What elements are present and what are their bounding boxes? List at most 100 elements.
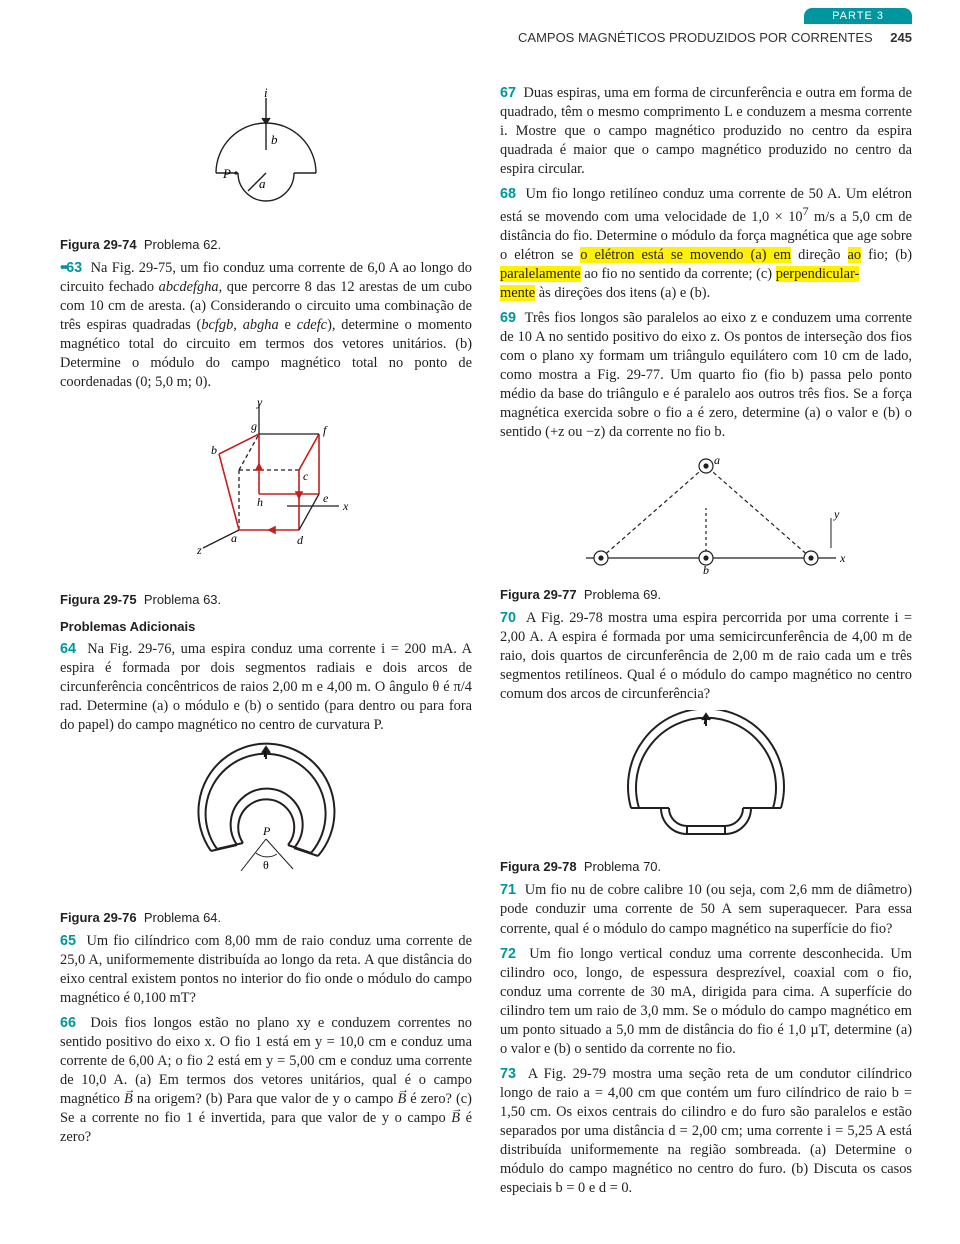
v-a: a xyxy=(231,531,237,545)
two-column-layout: i b a P Figura 29-74 Problema 62. ••63 N… xyxy=(60,84,912,1204)
lbl-P: P xyxy=(222,166,231,181)
pnum-70: 70 xyxy=(500,610,516,626)
v-e: e xyxy=(323,491,329,505)
p72-text: Um fio longo vertical conduz uma corrent… xyxy=(500,946,912,1057)
problem-70: 70 A Fig. 29-78 mostra uma espira percor… xyxy=(500,609,912,704)
vec-B-3: B xyxy=(451,1110,460,1126)
pnum-68: 68 xyxy=(500,186,516,202)
fig75-text: Problema 63. xyxy=(144,592,221,607)
lbl76-th: θ xyxy=(263,858,269,872)
fig-75-svg: y x z a b c d e f g h xyxy=(171,398,361,583)
vec-B-1: B xyxy=(124,1091,133,1107)
fig78-caption: Figura 29-78 Problema 70. xyxy=(500,858,912,875)
p68-g1: direção xyxy=(791,247,847,263)
p63-v3: abgha xyxy=(243,317,279,333)
p71-text: Um fio nu de cobre calibre 10 (ou seja, … xyxy=(500,882,912,936)
v-f: f xyxy=(323,423,328,437)
page-number: 245 xyxy=(890,30,912,45)
p63-v1: abcdefgha xyxy=(159,279,219,295)
p68-hl1: o elétron está se movendo (a) em xyxy=(580,247,791,263)
fig77-caption: Figura 29-77 Problema 69. xyxy=(500,586,912,603)
lbl76-i: i xyxy=(263,745,267,760)
v-d: d xyxy=(297,533,304,547)
fig74-label: Figura 29-74 xyxy=(60,237,137,252)
problem-73: 73 A Fig. 29-79 mostra uma seção reta de… xyxy=(500,1065,912,1198)
problem-71: 71 Um fio nu de cobre calibre 10 (ou sej… xyxy=(500,881,912,938)
lbl77-b: b xyxy=(703,563,709,577)
pnum-63: 63 xyxy=(66,260,82,276)
problem-68: 68 Um fio longo retilíneo conduz uma cor… xyxy=(500,185,912,303)
p68-hl1b: ao xyxy=(848,247,862,263)
fig76-text: Problema 64. xyxy=(144,910,221,925)
lbl77-x: x xyxy=(839,551,846,565)
ax-x: x xyxy=(342,499,349,513)
vec-B-2: B xyxy=(397,1091,406,1107)
p68-hl2: paralelamente xyxy=(500,266,581,282)
figure-29-74: i b a P xyxy=(60,88,472,228)
fig74-text: Problema 62. xyxy=(144,237,221,252)
page-root: PARTE 3 CAMPOS MAGNÉTICOS PRODUZIDOS POR… xyxy=(0,0,960,1244)
p63-v4: cdefc xyxy=(297,317,327,333)
v-b: b xyxy=(211,443,217,457)
fig-76-svg: i P θ xyxy=(171,741,361,901)
problem-64: 64 Na Fig. 29-76, uma espira conduz uma … xyxy=(60,640,472,735)
fig75-label: Figura 29-75 xyxy=(60,592,137,607)
p68-t5: às direções dos itens (a) e (b). xyxy=(535,285,710,301)
figure-29-77: a b x y xyxy=(500,448,912,578)
pnum-72: 72 xyxy=(500,946,516,962)
fig76-caption: Figura 29-76 Problema 64. xyxy=(60,909,472,926)
p70-text: A Fig. 29-78 mostra uma espira percorrid… xyxy=(500,610,912,702)
p63-c1: , xyxy=(233,317,242,333)
problem-66: 66 Dois fios longos estão no plano xy e … xyxy=(60,1014,472,1147)
pnum-71: 71 xyxy=(500,882,516,898)
left-column: i b a P Figura 29-74 Problema 62. ••63 N… xyxy=(60,84,472,1204)
lbl76-P: P xyxy=(262,824,271,838)
lbl-a: a xyxy=(259,176,266,191)
pnum-69: 69 xyxy=(500,310,516,326)
v-h: h xyxy=(257,495,263,509)
section-problemas-adicionais: Problemas Adicionais xyxy=(60,618,472,635)
problem-72: 72 Um fio longo vertical conduz uma corr… xyxy=(500,945,912,1059)
p68-hl3b: mente xyxy=(500,285,535,301)
section-title: CAMPOS MAGNÉTICOS PRODUZIDOS POR CORRENT… xyxy=(518,30,873,45)
pnum-67: 67 xyxy=(500,85,516,101)
p66-t2: na origem? (b) Para que valor de y o cam… xyxy=(133,1091,398,1107)
v-g: g xyxy=(251,419,257,433)
fig75-caption: Figura 29-75 Problema 63. xyxy=(60,591,472,608)
figure-29-76: i P θ xyxy=(60,741,472,901)
fig77-label: Figura 29-77 xyxy=(500,587,577,602)
fig-77-svg: a b x y xyxy=(556,448,856,578)
part-tag: PARTE 3 xyxy=(804,8,912,24)
fig78-text: Problema 70. xyxy=(584,859,661,874)
p65-text: Um fio cilíndrico com 8,00 mm de raio co… xyxy=(60,933,472,1006)
p73-text: A Fig. 29-79 mostra uma seção reta de um… xyxy=(500,1066,912,1196)
pnum-66: 66 xyxy=(60,1015,76,1031)
problem-69: 69 Três fios longos são paralelos ao eix… xyxy=(500,309,912,442)
fig77-text: Problema 69. xyxy=(584,587,661,602)
p67-text: Duas espiras, uma em forma de circunferê… xyxy=(500,85,912,177)
figure-29-78: i xyxy=(500,710,912,850)
pnum-65: 65 xyxy=(60,933,76,949)
lbl-b: b xyxy=(271,132,278,147)
fig-78-svg: i xyxy=(591,710,821,850)
v-c: c xyxy=(303,469,309,483)
problem-65: 65 Um fio cilíndrico com 8,00 mm de raio… xyxy=(60,932,472,1008)
lbl-i: i xyxy=(264,88,268,100)
p68-hl3: perpendicular- xyxy=(776,266,860,282)
lbl78-i: i xyxy=(703,712,707,727)
pnum-64: 64 xyxy=(60,641,76,657)
right-column: 67 Duas espiras, uma em forma de circunf… xyxy=(500,84,912,1204)
p63-v2: bcfgb xyxy=(201,317,233,333)
pnum-73: 73 xyxy=(500,1066,516,1082)
p69-text: Três fios longos são paralelos ao eixo z… xyxy=(500,310,912,440)
running-head: CAMPOS MAGNÉTICOS PRODUZIDOS POR CORRENT… xyxy=(518,30,912,45)
fig-74-svg: i b a P xyxy=(181,88,351,228)
p64-text: Na Fig. 29-76, uma espira conduz uma cor… xyxy=(60,641,472,733)
figure-29-75: y x z a b c d e f g h xyxy=(60,398,472,583)
fig76-label: Figura 29-76 xyxy=(60,910,137,925)
fig78-label: Figura 29-78 xyxy=(500,859,577,874)
ax-y: y xyxy=(256,398,263,409)
lbl77-y: y xyxy=(833,507,840,521)
p63-c2: e xyxy=(279,317,297,333)
p68-t3: fio; (b) xyxy=(861,247,912,263)
